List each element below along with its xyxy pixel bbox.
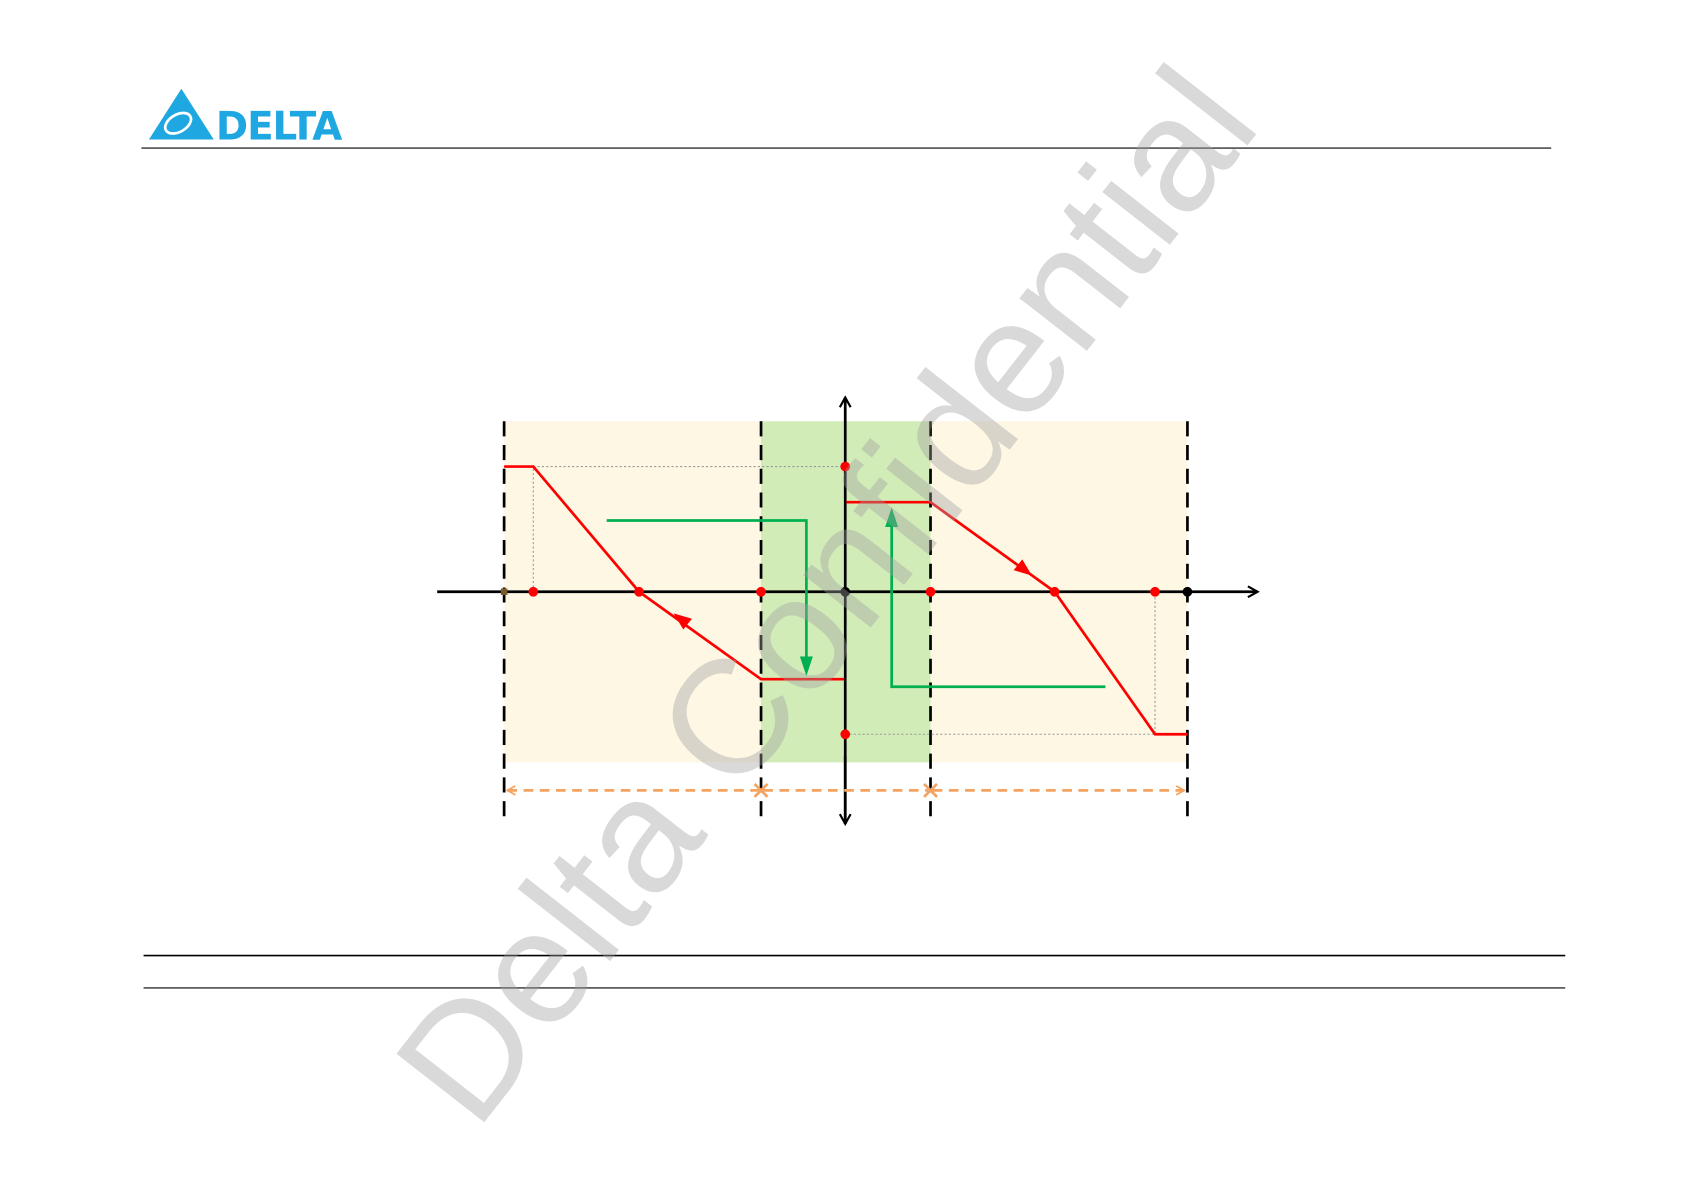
point bbox=[634, 586, 644, 597]
axis-end-point bbox=[1182, 586, 1193, 597]
point bbox=[528, 586, 539, 597]
curve-points bbox=[528, 461, 1160, 740]
point bbox=[1049, 586, 1060, 597]
transition-down bbox=[606, 519, 808, 659]
point bbox=[925, 586, 936, 597]
transition-up-arrow-icon bbox=[885, 507, 899, 527]
delta-logo: DELTA bbox=[148, 88, 343, 149]
origin-point bbox=[840, 586, 851, 597]
region-boundaries bbox=[502, 421, 1189, 819]
span-markers bbox=[507, 782, 1184, 798]
direction-arrow-down-right bbox=[1013, 559, 1032, 576]
axis-start-point bbox=[500, 588, 508, 595]
transition-up bbox=[890, 524, 1106, 689]
logo-text: DELTA bbox=[216, 104, 342, 149]
span-cross-icon bbox=[923, 782, 938, 798]
point bbox=[840, 729, 851, 740]
direction-arrow-up-left bbox=[673, 613, 692, 630]
transition-down-arrow-icon bbox=[799, 656, 813, 676]
span-cross-icon bbox=[753, 782, 769, 798]
point bbox=[840, 461, 851, 472]
point bbox=[756, 586, 766, 597]
point bbox=[1150, 586, 1160, 597]
